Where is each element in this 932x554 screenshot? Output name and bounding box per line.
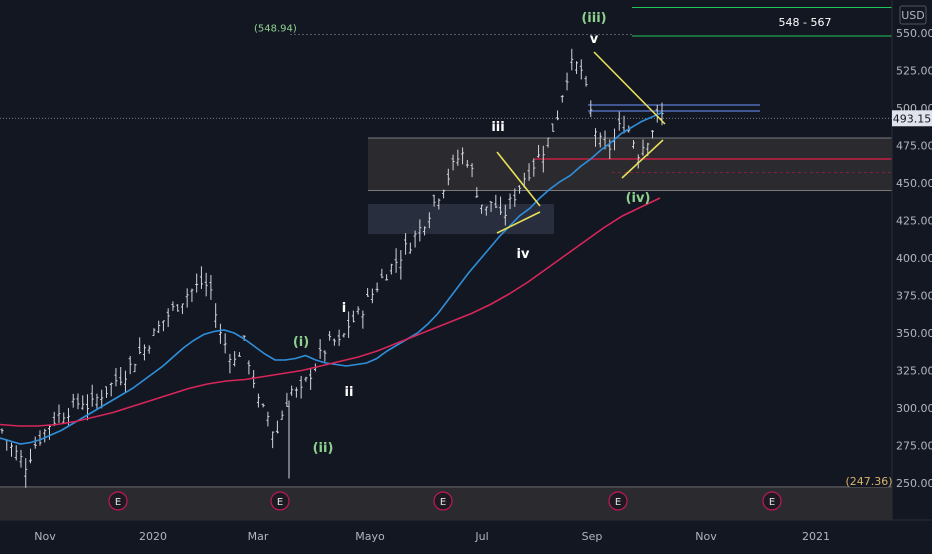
level-low-label: (247.36): [845, 475, 892, 488]
y-tick-label: 400.00: [896, 252, 932, 265]
triangle-2-top: [593, 51, 666, 125]
supply-zone: [368, 138, 892, 191]
y-tick-label: 375.00: [896, 290, 932, 303]
level-top-label: (548.94): [254, 24, 297, 35]
currency-badge[interactable]: [899, 5, 927, 25]
wave-label: (i): [293, 335, 309, 350]
triangle-1-top: [496, 151, 541, 207]
earnings-marker-label: E: [115, 497, 121, 508]
wave-label: (iii): [581, 11, 606, 26]
earnings-marker-label: E: [769, 497, 775, 508]
y-tick-label: 350.00: [896, 327, 932, 340]
earnings-marker-label: E: [440, 497, 446, 508]
wave-label: v: [590, 32, 599, 47]
level-low-label-bg: [850, 474, 888, 487]
wave-label: iii: [491, 120, 504, 135]
levels-layer: [0, 7, 892, 173]
triangle-1-bottom: [496, 211, 541, 234]
x-tick-label: Nov: [695, 530, 717, 543]
last-price-value: 493.15: [893, 112, 932, 125]
last-price-tag: [892, 110, 932, 127]
wave-label: (iv): [626, 191, 651, 206]
earnings-marker: [433, 491, 453, 511]
demand-zone: [368, 204, 554, 234]
currency-label: USD: [901, 9, 925, 22]
triangle-2-bottom: [621, 139, 664, 179]
earnings-marker-label: E: [615, 497, 621, 508]
candles-layer: [0, 48, 664, 488]
y-tick-label: 325.00: [896, 365, 932, 378]
triangles-layer: [496, 51, 666, 234]
x-tick-label: Mar: [248, 530, 269, 543]
x-tick-label: Nov: [34, 530, 56, 543]
earnings-marker: [108, 491, 128, 511]
y-tick-label: 275.00: [896, 440, 932, 453]
y-tick-label: 475.00: [896, 140, 932, 153]
y-tick-label: 300.00: [896, 402, 932, 415]
x-tick-label: Sep: [582, 530, 603, 543]
moving-averages-layer: [0, 111, 663, 445]
y-tick-label: 250.00: [896, 477, 932, 490]
x-axis: Nov 2020 Mar Mayo Jul Sep Nov 2021: [34, 530, 830, 543]
y-tick-label: 550.00: [896, 27, 932, 40]
wave-label: i: [342, 301, 346, 316]
wave-label: (ii): [313, 441, 334, 456]
ma-red-line: [0, 197, 661, 427]
y-tick-label: 450.00: [896, 177, 932, 190]
x-tick-label: 2021: [802, 530, 830, 543]
x-tick-label: 2020: [139, 530, 167, 543]
target-zone-label: 548 - 567: [779, 16, 832, 29]
y-tick-label: 425.00: [896, 215, 932, 228]
earnings-marker-label: E: [277, 497, 283, 508]
y-tick-label: 525.00: [896, 65, 932, 78]
wave-label: iv: [517, 247, 530, 262]
x-tick-label: Mayo: [355, 530, 385, 543]
wave-label: ii: [345, 385, 354, 400]
earnings-marker: [608, 491, 628, 511]
earnings-marker: [762, 491, 782, 511]
x-tick-label: Jul: [474, 530, 488, 543]
earnings-marker: [270, 491, 290, 511]
